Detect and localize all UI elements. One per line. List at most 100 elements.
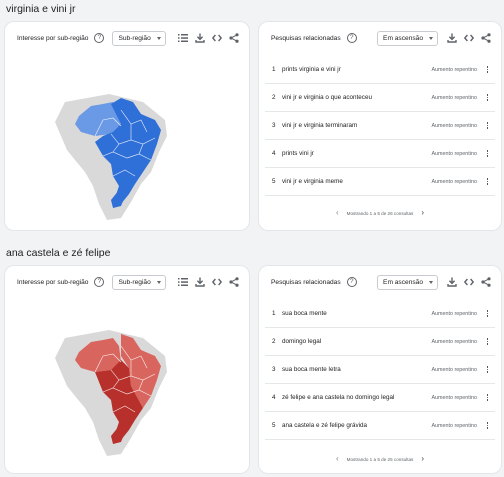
chevron-left-icon[interactable]: ‹ [336, 454, 339, 463]
more-vert-icon[interactable] [486, 365, 489, 374]
list-item[interactable]: 5 vini jr e virginia meme Aumento repentin… [265, 168, 495, 196]
list-item[interactable]: 4 zé felipe e ana castela no domingo lega… [265, 384, 495, 412]
more-vert-icon[interactable] [486, 337, 489, 346]
help-icon[interactable]: ? [94, 277, 105, 287]
item-rank: 2 [272, 338, 276, 345]
query-link[interactable]: vini jr e virginia o que aconteceu [282, 94, 372, 101]
list-item[interactable]: 1 sua boca mente Aumento repentino [265, 300, 495, 328]
download-icon[interactable] [193, 31, 207, 45]
status-badge: Aumento repentino [431, 394, 477, 401]
item-rank: 1 [272, 66, 276, 73]
share-icon[interactable] [227, 275, 241, 289]
query-link[interactable]: vini jr e virginia meme [282, 178, 343, 185]
list-item[interactable]: 3 sua boca mente letra Aumento repentino [265, 356, 495, 384]
list-item[interactable]: 5 ana castela e zé felipe grávida Aumento … [265, 412, 495, 440]
related-queries-list: 1 prints virginia e vini jr Aumento repent… [265, 56, 495, 196]
dropdown-label: Em ascensão [383, 278, 423, 286]
map-region-dark[interactable] [95, 360, 143, 440]
item-rank: 4 [272, 394, 276, 401]
item-rank: 5 [272, 422, 276, 429]
embed-icon[interactable] [462, 31, 476, 45]
related-queries-list: 1 sua boca mente Aumento repentino 2 doming… [265, 300, 495, 440]
help-icon[interactable]: ? [94, 33, 105, 43]
card-title: Pesquisas relacionadas [271, 34, 341, 42]
dropdown-label: Em ascensão [383, 34, 423, 42]
pagination-label: Mostrando 1 a 5 de 26 consultas [346, 210, 414, 216]
help-icon[interactable]: ? [346, 33, 357, 43]
item-rank: 3 [272, 366, 276, 373]
card-title: Interesse por sub-região [17, 278, 89, 286]
brazil-map[interactable] [47, 80, 175, 220]
chevron-left-icon[interactable]: ‹ [336, 208, 339, 217]
related-queries-card: Pesquisas relacionadas ? Em ascensão 1 su… [259, 266, 501, 473]
query-link[interactable]: sua boca mente [282, 310, 327, 317]
map-region-south[interactable] [111, 426, 125, 444]
list-icon[interactable] [176, 31, 190, 45]
embed-icon[interactable] [462, 275, 476, 289]
section-title: ana castela e zé felipe [6, 247, 111, 259]
card-title: Pesquisas relacionadas [271, 278, 341, 286]
help-icon[interactable]: ? [346, 277, 357, 287]
brazil-map[interactable] [47, 316, 175, 456]
query-link[interactable]: domingo legal [282, 338, 322, 345]
download-icon[interactable] [445, 31, 459, 45]
status-badge: Aumento repentino [431, 66, 477, 73]
subregion-interest-card: Interesse por sub-região ? Sub-região [5, 266, 249, 473]
embed-icon[interactable] [210, 31, 224, 45]
query-link[interactable]: sua boca mente letra [282, 366, 341, 373]
list-item[interactable]: 1 prints virginia e vini jr Aumento repent… [265, 56, 495, 84]
pagination: ‹ Mostrando 1 a 5 de 25 consultas › [259, 455, 501, 463]
map-region-light[interactable] [121, 334, 161, 408]
rising-dropdown[interactable]: Em ascensão [377, 30, 438, 46]
query-link[interactable]: zé felipe e ana castela no domingo legal [282, 394, 395, 401]
download-icon[interactable] [445, 275, 459, 289]
more-vert-icon[interactable] [486, 65, 489, 74]
card-title: Interesse por sub-região [17, 34, 89, 42]
chevron-right-icon[interactable]: › [421, 208, 424, 217]
chevron-down-icon [429, 36, 433, 40]
share-icon[interactable] [479, 275, 493, 289]
rising-dropdown[interactable]: Em ascensão [377, 274, 438, 290]
subregion-dropdown[interactable]: Sub-região [112, 30, 166, 46]
more-vert-icon[interactable] [486, 121, 489, 130]
item-rank: 2 [272, 94, 276, 101]
download-icon[interactable] [193, 275, 207, 289]
more-vert-icon[interactable] [486, 177, 489, 186]
list-item[interactable]: 4 prints vini jr Aumento repentino [265, 140, 495, 168]
more-vert-icon[interactable] [486, 149, 489, 158]
list-icon[interactable] [176, 275, 190, 289]
more-vert-icon[interactable] [486, 421, 489, 430]
chevron-down-icon [156, 280, 161, 284]
more-vert-icon[interactable] [486, 309, 489, 318]
item-rank: 1 [272, 310, 276, 317]
query-link[interactable]: prints virginia e vini jr [282, 66, 341, 73]
map-region-light[interactable] [75, 102, 121, 136]
more-vert-icon[interactable] [486, 93, 489, 102]
status-badge: Aumento repentino [431, 422, 477, 429]
list-item[interactable]: 2 domingo legal Aumento repentino [265, 328, 495, 356]
pagination-label: Mostrando 1 a 5 de 25 consultas [346, 456, 414, 462]
map-region-light[interactable] [75, 338, 121, 372]
status-badge: Aumento repentino [431, 94, 477, 101]
map-region-dark[interactable] [95, 98, 161, 204]
status-badge: Aumento repentino [431, 366, 477, 373]
query-link[interactable]: prints vini jr [282, 150, 314, 157]
share-icon[interactable] [479, 31, 493, 45]
chevron-right-icon[interactable]: › [421, 454, 424, 463]
status-badge: Aumento repentino [431, 150, 477, 157]
subregion-dropdown[interactable]: Sub-região [112, 274, 166, 290]
item-rank: 3 [272, 122, 276, 129]
map-region-south[interactable] [111, 190, 125, 208]
status-badge: Aumento repentino [431, 178, 477, 185]
embed-icon[interactable] [210, 275, 224, 289]
query-link[interactable]: ana castela e zé felipe grávida [282, 422, 368, 429]
list-item[interactable]: 3 vini jr e virginia terminaram Aumento re… [265, 112, 495, 140]
subregion-interest-card: Interesse por sub-região ? Sub-região [5, 22, 249, 230]
share-icon[interactable] [227, 31, 241, 45]
list-item[interactable]: 2 vini jr e virginia o que aconteceu Aumen… [265, 84, 495, 112]
pagination: ‹ Mostrando 1 a 5 de 26 consultas › [259, 209, 501, 217]
item-rank: 4 [272, 150, 276, 157]
more-vert-icon[interactable] [486, 393, 489, 402]
query-link[interactable]: vini jr e virginia terminaram [282, 122, 358, 129]
item-rank: 5 [272, 178, 276, 185]
